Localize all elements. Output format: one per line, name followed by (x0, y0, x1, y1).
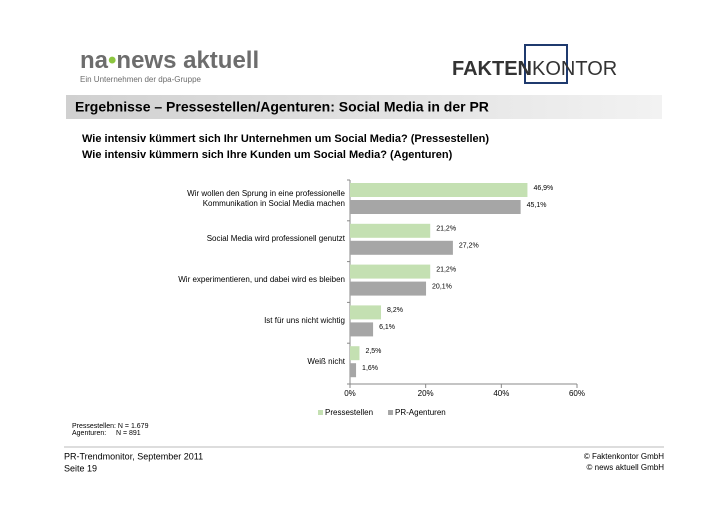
logo-left: na•news aktuell (80, 47, 259, 74)
category-label: Social Media wird professionell genutzt (206, 234, 345, 244)
x-tick-label: 60% (569, 389, 585, 398)
x-tick-label: 40% (493, 389, 509, 398)
category-label: Wir experimentieren, und dabei wird es b… (178, 275, 345, 285)
footer-text: © Faktenkontor GmbH (584, 452, 664, 461)
bar (350, 281, 427, 296)
category-label-box: Social Media wird professionell genutzt (206, 234, 345, 244)
footer-text: © news aktuell GmbH (587, 463, 665, 472)
bar (350, 183, 528, 197)
note: Agenturen: N = 891 (72, 430, 141, 437)
value-label: 27,2% (459, 243, 479, 250)
category-label-box: Wir experimentieren, und dabei wird es b… (178, 275, 345, 285)
value-label: 20,1% (432, 283, 452, 290)
question: Wie intensiv kümmert sich Ihr Unternehme… (82, 133, 489, 145)
bar (350, 264, 431, 279)
legend-label: PR-Agenturen (395, 408, 446, 417)
category-label-box: Wir wollen den Sprung in eine profession… (187, 188, 345, 208)
bar (350, 346, 360, 361)
category-label: Weiß nicht (307, 356, 345, 366)
logo-right: FAKTENKONTOR (452, 58, 617, 80)
x-tick-label: 0% (344, 389, 356, 398)
category-label: Ist für uns nicht wichtig (264, 315, 345, 325)
footer-text: PR-Trendmonitor, September 2011 (64, 451, 203, 461)
value-label: 45,1% (527, 202, 547, 209)
note: Pressestellen: N = 1.679 (72, 423, 149, 430)
bar (350, 240, 453, 255)
legend-label: Pressestellen (325, 408, 373, 417)
legend-swatch (318, 410, 323, 415)
value-label: 46,9% (533, 185, 553, 192)
category-label-box: Weiß nicht (307, 356, 345, 366)
bar (350, 363, 357, 378)
logo-frame (524, 44, 568, 84)
chart: 0% 20% 40% 60% Wir wollen den Sprung in eine… (178, 179, 585, 417)
value-label: 21,2% (436, 226, 456, 233)
bar (350, 305, 382, 320)
x-tick-label: 20% (418, 389, 434, 398)
footer-text: Seite 19 (64, 463, 97, 473)
bar (350, 200, 521, 214)
bar (350, 322, 374, 337)
title-bar (66, 95, 662, 119)
slide-title: Ergebnisse – Pressestellen/Agenturen: So… (75, 99, 489, 115)
value-label: 21,2% (436, 266, 456, 273)
category-label: Wir wollen den Sprung in eine profession… (187, 188, 345, 208)
value-label: 6,1% (379, 324, 395, 331)
bar (350, 223, 431, 238)
category-label-box: Ist für uns nicht wichtig (264, 315, 345, 325)
question: Wie intensiv kümmern sich Ihre Kunden um… (82, 149, 453, 161)
value-label: 1,6% (362, 365, 378, 372)
logo-tagline: Ein Unternehmen der dpa-Gruppe (80, 75, 202, 84)
legend-swatch (388, 410, 394, 415)
value-label: 8,2% (387, 307, 403, 314)
value-label: 2,5% (365, 348, 381, 355)
